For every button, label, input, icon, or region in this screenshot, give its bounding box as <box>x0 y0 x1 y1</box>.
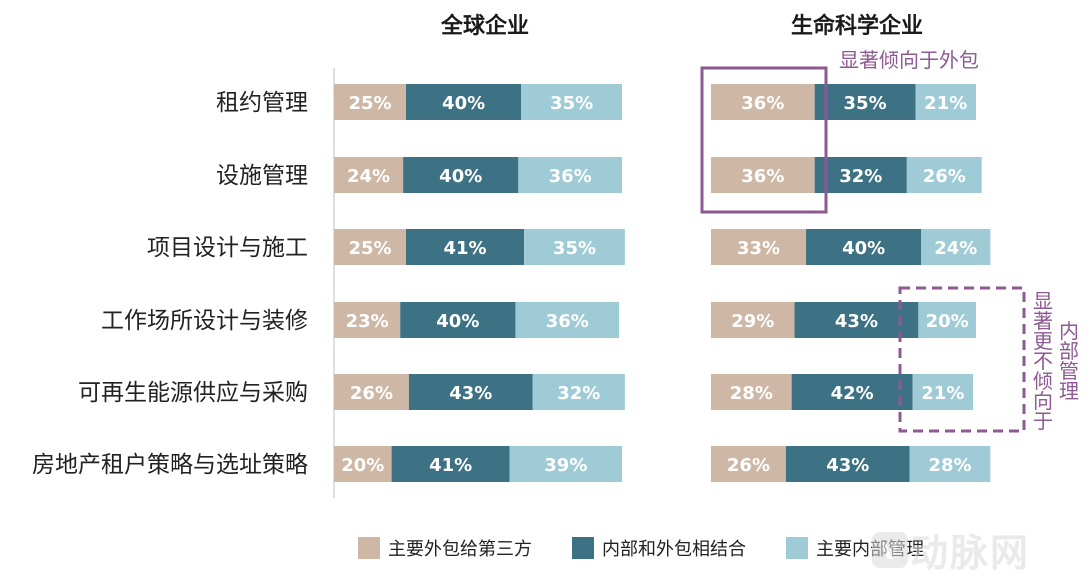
bar-panel1-row5-series2 <box>909 446 991 482</box>
data-label-panel1-row5-series1: 43% <box>826 455 869 476</box>
data-label-panel0-row3-series2: 36% <box>546 311 589 332</box>
data-label-panel0-row5-series1: 41% <box>429 455 472 476</box>
data-label-panel0-row2-series2: 35% <box>553 238 596 259</box>
bar-panel0-row1-series2 <box>518 157 622 193</box>
watermark-icon: V <box>872 531 908 568</box>
data-label-panel1-row1-series0: 36% <box>741 166 784 187</box>
data-label-panel1-row4-series1: 42% <box>831 383 874 404</box>
bar-panel0-row4-series2 <box>532 374 625 410</box>
bar-panel1-row2-series2 <box>921 229 991 265</box>
data-label-panel0-row0-series1: 40% <box>442 93 485 114</box>
bar-panel1-row4-series0 <box>711 374 792 410</box>
data-label-panel1-row2-series0: 33% <box>737 238 780 259</box>
annotation-text-internal-col1: 显著更不倾向于 <box>1033 289 1053 433</box>
bar-panel1-row1-series0 <box>711 157 815 193</box>
data-label-panel0-row4-series0: 26% <box>350 383 393 404</box>
data-label-panel0-row0-series0: 25% <box>348 93 391 114</box>
bar-panel1-row3-series1 <box>794 302 919 338</box>
data-label-panel0-row5-series0: 20% <box>341 455 384 476</box>
bar-panel0-row3-series2 <box>515 302 620 338</box>
data-label-panel0-row3-series0: 23% <box>346 311 389 332</box>
bar-panel0-row0-series2 <box>521 84 622 120</box>
category-label-4: 可再生能源供应与采购 <box>78 380 308 406</box>
data-label-panel1-row4-series2: 21% <box>921 383 964 404</box>
bar-panel0-row5-series1 <box>391 446 510 482</box>
data-label-panel0-row3-series1: 40% <box>436 311 479 332</box>
data-label-panel1-row0-series2: 21% <box>924 93 967 114</box>
bar-panel1-row5-series0 <box>711 446 786 482</box>
data-label-panel1-row4-series0: 28% <box>730 383 773 404</box>
bar-panel0-row2-series1 <box>406 229 525 265</box>
data-label-panel0-row2-series0: 25% <box>348 238 391 259</box>
bar-panel1-row2-series0 <box>711 229 807 265</box>
data-label-panel0-row1-series2: 36% <box>549 166 592 187</box>
data-label-panel1-row3-series0: 29% <box>731 311 774 332</box>
bar-panel1-row3-series2 <box>918 302 976 338</box>
bar-panel0-row3-series1 <box>400 302 516 338</box>
bar-panel0-row2-series0 <box>334 229 406 265</box>
bar-panel1-row0-series1 <box>814 84 916 120</box>
category-label-3: 工作场所设计与装修 <box>101 308 308 334</box>
annotation-text-internal-col2: 内部管理 <box>1059 319 1079 403</box>
bar-panel1-row5-series1 <box>785 446 910 482</box>
category-label-0: 租约管理 <box>216 90 308 116</box>
data-label-panel0-row1-series1: 40% <box>439 166 482 187</box>
data-label-panel1-row0-series1: 35% <box>844 93 887 114</box>
category-label-2: 项目设计与施工 <box>147 235 308 261</box>
legend-swatch-internal <box>786 537 808 559</box>
bar-panel1-row0-series0 <box>711 84 815 120</box>
bar-panel1-row0-series2 <box>915 84 976 120</box>
data-label-panel1-row5-series0: 26% <box>727 455 770 476</box>
legend-swatch-outsource <box>358 537 380 559</box>
bar-panel0-row3-series0 <box>334 302 401 338</box>
bar-panel1-row3-series0 <box>711 302 795 338</box>
data-label-panel1-row0-series0: 36% <box>741 93 784 114</box>
bar-panel0-row1-series0 <box>334 157 404 193</box>
bar-panel1-row1-series2 <box>906 157 982 193</box>
category-label-5: 房地产租户策略与选址策略 <box>32 452 308 478</box>
data-label-panel0-row4-series2: 32% <box>557 383 600 404</box>
legend-item-outsource: 主要外包给第三方 <box>358 535 532 561</box>
data-label-panel0-row5-series2: 39% <box>544 455 587 476</box>
legend: 主要外包给第三方 内部和外包相结合 主要内部管理 <box>358 535 964 561</box>
legend-label-outsource: 主要外包给第三方 <box>388 539 532 560</box>
bar-panel0-row5-series2 <box>509 446 622 482</box>
watermark-logo: V 动脉网 <box>870 522 1030 577</box>
bar-panel0-row1-series1 <box>403 157 519 193</box>
category-label-1: 设施管理 <box>216 163 308 189</box>
data-label-panel1-row2-series1: 40% <box>842 238 885 259</box>
data-label-panel1-row1-series1: 32% <box>839 166 882 187</box>
bar-panel0-row4-series0 <box>334 374 409 410</box>
bar-panel0-row4-series1 <box>408 374 533 410</box>
bar-panel1-row1-series1 <box>814 157 907 193</box>
legend-item-combined: 内部和外包相结合 <box>572 535 746 561</box>
panel-title-1: 生命科学企业 <box>791 13 923 39</box>
data-label-panel1-row2-series2: 24% <box>934 238 977 259</box>
watermark-text: 动脉网 <box>910 531 1031 575</box>
data-label-panel1-row5-series2: 28% <box>928 455 971 476</box>
bar-panel0-row2-series2 <box>524 229 625 265</box>
bar-panel0-row0-series0 <box>334 84 406 120</box>
panel-title-0: 全球企业 <box>440 13 529 39</box>
data-label-panel0-row0-series2: 35% <box>550 93 593 114</box>
legend-label-combined: 内部和外包相结合 <box>602 539 746 560</box>
data-label-panel0-row4-series1: 43% <box>449 383 492 404</box>
bar-panel0-row0-series1 <box>406 84 522 120</box>
svg-text:V: V <box>881 540 898 565</box>
bar-panel1-row2-series1 <box>806 229 922 265</box>
data-label-panel0-row2-series1: 41% <box>443 238 486 259</box>
legend-swatch-combined <box>572 537 594 559</box>
data-label-panel1-row3-series2: 20% <box>926 311 969 332</box>
data-label-panel1-row1-series2: 26% <box>923 166 966 187</box>
annotation-box-outsource <box>700 66 828 214</box>
bar-panel1-row4-series1 <box>791 374 913 410</box>
bar-panel0-row5-series0 <box>334 446 392 482</box>
annotation-text-outsource: 显著倾向于外包 <box>839 48 979 72</box>
bar-panel1-row4-series2 <box>912 374 974 410</box>
annotation-box-internal <box>898 286 1026 433</box>
data-label-panel1-row3-series1: 43% <box>835 311 878 332</box>
data-label-panel0-row1-series0: 24% <box>347 166 390 187</box>
